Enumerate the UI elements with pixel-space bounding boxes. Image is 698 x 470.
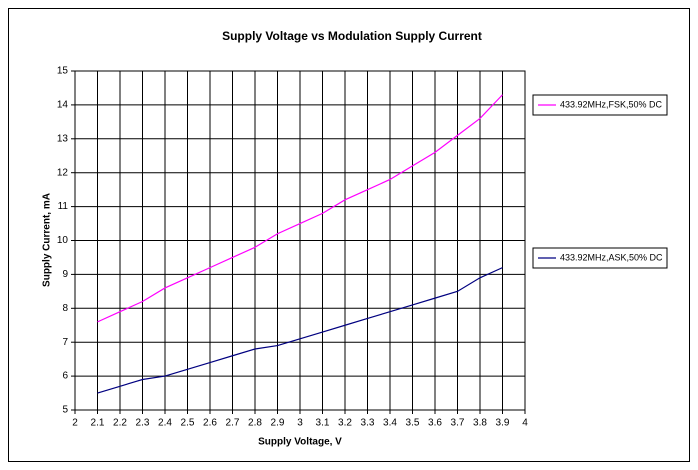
y-axis-label: Supply Current, mA — [42, 193, 53, 287]
x-tick-label: 3.1 — [316, 418, 330, 429]
x-tick-label: 2.2 — [113, 418, 127, 429]
x-tick-label: 2.1 — [91, 418, 105, 429]
y-tick-label: 6 — [62, 371, 68, 382]
y-tick-label: 12 — [57, 167, 69, 178]
legend-label: 433.92MHz,ASK,50% DC — [560, 252, 663, 262]
x-tick-label: 3.3 — [361, 418, 375, 429]
x-tick-label: 3.2 — [338, 418, 352, 429]
x-tick-label: 2.8 — [248, 418, 262, 429]
chart-title: Supply Voltage vs Modulation Supply Curr… — [222, 29, 482, 43]
x-tick-label: 2.9 — [271, 418, 285, 429]
legend-box — [532, 247, 668, 269]
y-tick-label: 14 — [57, 100, 69, 111]
x-axis-label: Supply Voltage, V — [258, 437, 342, 448]
series-line — [97, 94, 503, 323]
y-tick-label: 7 — [62, 337, 68, 348]
x-tick-label: 3.8 — [473, 418, 487, 429]
x-tick-label: 2.6 — [203, 418, 217, 429]
x-tick-label: 2 — [72, 418, 78, 429]
x-tick-label: 2.5 — [181, 418, 195, 429]
x-tick-label: 4 — [522, 418, 528, 429]
y-tick-label: 5 — [62, 405, 68, 416]
legend-label: 433.92MHz,FSK,50% DC — [560, 99, 663, 109]
x-tick-label: 3.5 — [406, 418, 420, 429]
x-tick-label: 3.7 — [451, 418, 465, 429]
y-tick-label: 8 — [62, 303, 68, 314]
y-tick-label: 15 — [57, 66, 69, 77]
x-tick-label: 2.3 — [136, 418, 150, 429]
legend-box — [532, 94, 668, 116]
x-tick-label: 3.6 — [428, 418, 442, 429]
x-tick-label: 3.9 — [496, 418, 510, 429]
series-line — [97, 267, 503, 394]
x-tick-label: 2.4 — [158, 418, 172, 429]
x-tick-label: 2.7 — [226, 418, 240, 429]
y-tick-label: 10 — [57, 235, 69, 246]
y-tick-label: 13 — [57, 133, 69, 144]
y-tick-label: 9 — [62, 269, 68, 280]
x-tick-label: 3 — [297, 418, 303, 429]
x-tick-label: 3.4 — [383, 418, 397, 429]
y-tick-label: 11 — [58, 201, 69, 212]
